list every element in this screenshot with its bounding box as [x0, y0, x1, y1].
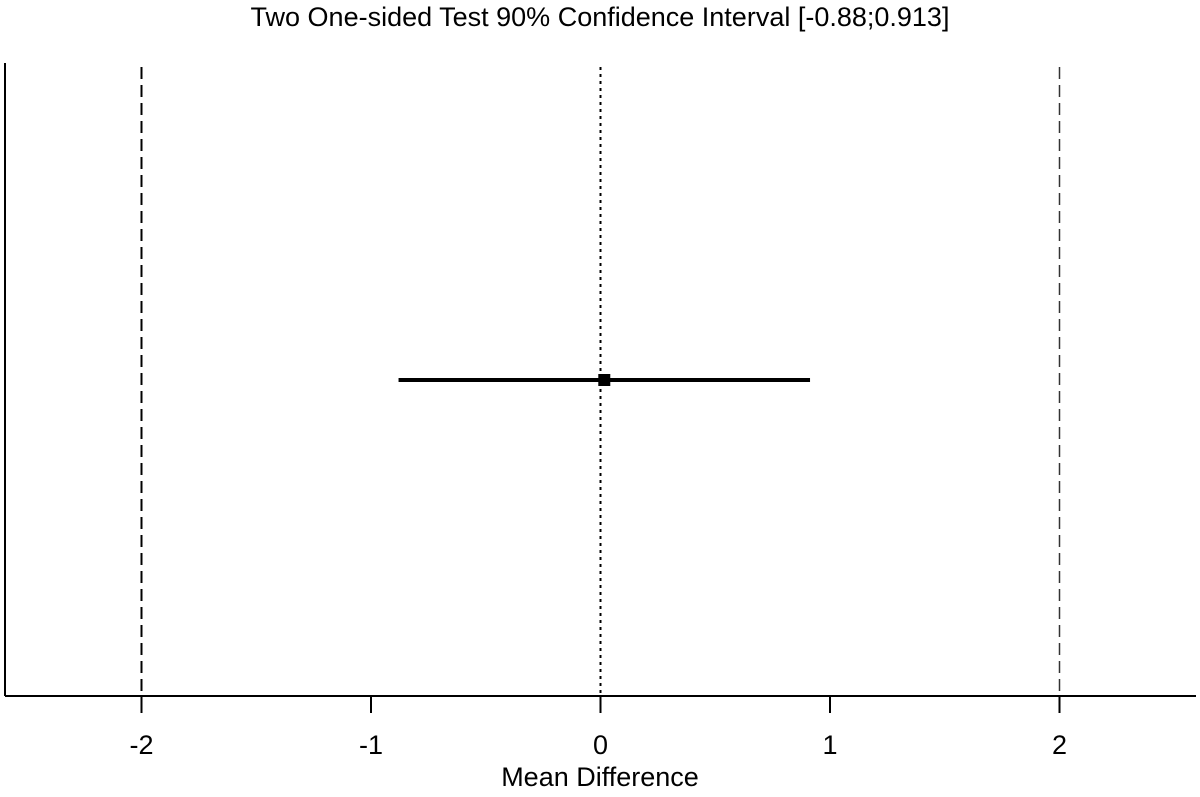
x-tick-label: 0 — [593, 730, 608, 760]
x-axis-label: Mean Difference — [501, 762, 699, 792]
x-tick-label: 2 — [1052, 730, 1067, 760]
x-tick-label: 1 — [822, 730, 837, 760]
x-axis-ticks: -2 -1 0 1 2 — [129, 696, 1067, 760]
point-estimate-marker — [598, 374, 611, 386]
x-tick-label: -1 — [359, 730, 383, 760]
chart-title: Two One-sided Test 90% Confidence Interv… — [250, 2, 950, 32]
x-tick-label: -2 — [129, 730, 153, 760]
